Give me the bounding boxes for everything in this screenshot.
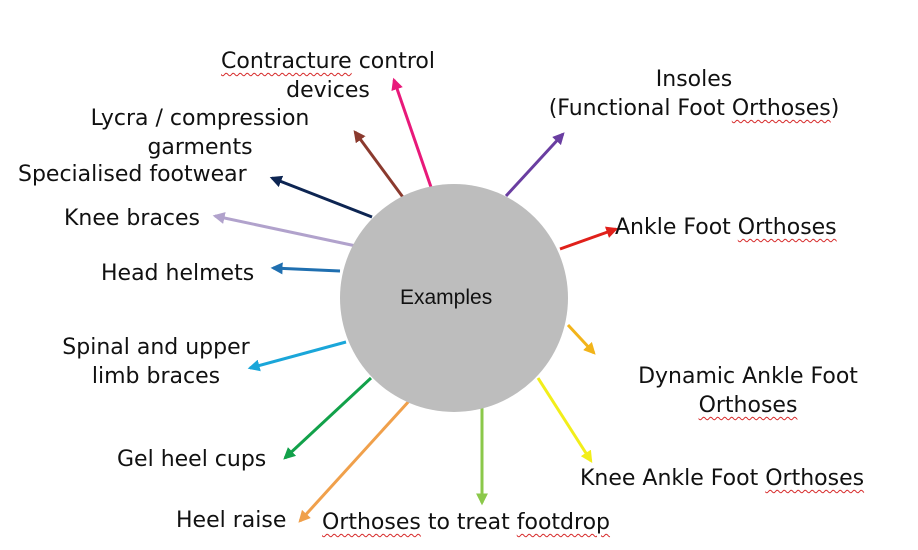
label-segment: Dynamic Ankle Foot (638, 364, 858, 389)
center-circle (340, 184, 568, 412)
label-line: (Functional Foot Orthoses) (531, 94, 857, 123)
label-line: Knee braces (64, 204, 216, 233)
label-segment: Knee braces (64, 206, 201, 231)
center-label: Examples (400, 286, 493, 309)
label-segment: ) (830, 96, 840, 121)
label-line: Heel raise (176, 506, 300, 535)
label-segment: Ankle Foot (615, 215, 738, 240)
label-line: Orthoses (625, 391, 871, 420)
label-line: Insoles (531, 65, 857, 94)
label-line: Knee Ankle Foot Orthoses (580, 464, 898, 493)
label-segment: Lycra / compression (90, 106, 310, 131)
arrow-head-helmets (270, 262, 341, 275)
label-segment: Heel raise (176, 508, 287, 533)
arrow-spinal (247, 340, 347, 372)
label-line: Spinal and upper (52, 333, 260, 362)
arrow-lycra (353, 130, 407, 201)
label-line: garments (79, 133, 321, 162)
arrow-kafo (536, 377, 593, 464)
label-segment: limb braces (91, 364, 221, 389)
label-kafo: Knee Ankle Foot Orthoses (580, 464, 898, 493)
arrow-insoles (504, 132, 565, 198)
label-segment: footdrop (516, 510, 611, 535)
label-segment: Orthoses (737, 215, 837, 240)
label-dafo: Dynamic Ankle Foot Orthoses (625, 362, 871, 420)
label-segment: devices (286, 78, 370, 103)
label-line: devices (209, 76, 447, 105)
arrow-footwear (269, 175, 373, 219)
arrow-afo (559, 226, 619, 251)
label-line: Head helmets (101, 259, 273, 288)
label-segment: Spinal and upper (62, 335, 250, 360)
label-segment: Orthoses (322, 510, 421, 535)
label-segment: Gel heel cups (117, 447, 267, 472)
label-line: limb braces (52, 362, 260, 391)
label-segment: Contracture (221, 49, 352, 74)
label-segment: Orthoses (698, 393, 798, 418)
label-gel: Gel heel cups (117, 445, 285, 474)
label-segment: Orthoses (731, 96, 831, 121)
label-segment: Insoles (655, 67, 733, 92)
label-footwear: Specialised footwear (18, 160, 274, 189)
arrow-heel-raise (298, 398, 412, 523)
arrow-dafo (566, 323, 596, 355)
label-line: Ankle Foot Orthoses (615, 213, 863, 242)
label-segment: Knee Ankle Foot (580, 466, 766, 491)
label-segment: Orthoses (765, 466, 865, 491)
label-line: Gel heel cups (117, 445, 285, 474)
label-afo: Ankle Foot Orthoses (615, 213, 863, 242)
label-line: Dynamic Ankle Foot (625, 362, 871, 391)
arrow-knee-braces (212, 212, 357, 248)
label-line: Specialised footwear (18, 160, 274, 189)
label-segment: Specialised footwear (18, 162, 247, 187)
label-line: Contracture control (209, 47, 447, 76)
label-heel-raise: Heel raise (176, 506, 300, 535)
label-line: Orthoses to treat footdrop (322, 508, 644, 537)
label-segment: Head helmets (101, 261, 255, 286)
arrow-gel (283, 376, 373, 460)
label-spinal: Spinal and upper limb braces (52, 333, 260, 391)
label-segment: control (351, 49, 435, 74)
label-footdrop: Orthoses to treat footdrop (322, 508, 644, 537)
label-lycra: Lycra / compression garments (79, 104, 321, 162)
label-contracture: Contracture control devices (209, 47, 447, 105)
label-knee-braces: Knee braces (64, 204, 216, 233)
label-line: Lycra / compression (79, 104, 321, 133)
arrow-contracture (391, 77, 434, 191)
label-segment: garments (147, 135, 253, 160)
arrows-group (212, 77, 619, 523)
label-insoles: Insoles (Functional Foot Orthoses) (531, 65, 857, 123)
label-segment: to treat (420, 510, 517, 535)
label-segment: (Functional Foot (548, 96, 732, 121)
label-head-helmets: Head helmets (101, 259, 273, 288)
